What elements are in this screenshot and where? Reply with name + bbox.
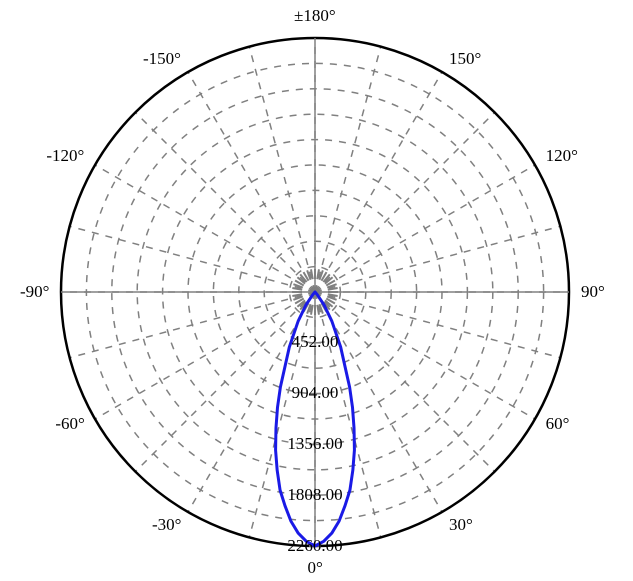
angle-label: 120° [546,146,578,166]
radial-tick-label: 452.00 [292,332,339,352]
angle-label: 30° [449,515,473,535]
angle-label: -90° [20,282,49,302]
radial-tick-label: 1356.00 [287,434,342,454]
angle-label: -60° [55,414,84,434]
angle-label: -120° [46,146,84,166]
angle-label: 60° [546,414,570,434]
radial-tick-label: 1808.00 [287,485,342,505]
angle-label: -30° [152,515,181,535]
angle-label: 150° [449,49,481,69]
radial-tick-label: 2260.00 [287,536,342,556]
polar-chart: ±180° -150° 150° -120° 120° -90° 90° -60° 60° -30… [0,0,633,581]
angle-label: 90° [581,282,605,302]
angle-label: ±180° [294,6,336,26]
angle-label: 0° [308,558,323,578]
angle-label: -150° [143,49,181,69]
radial-tick-label: 904.00 [292,383,339,403]
